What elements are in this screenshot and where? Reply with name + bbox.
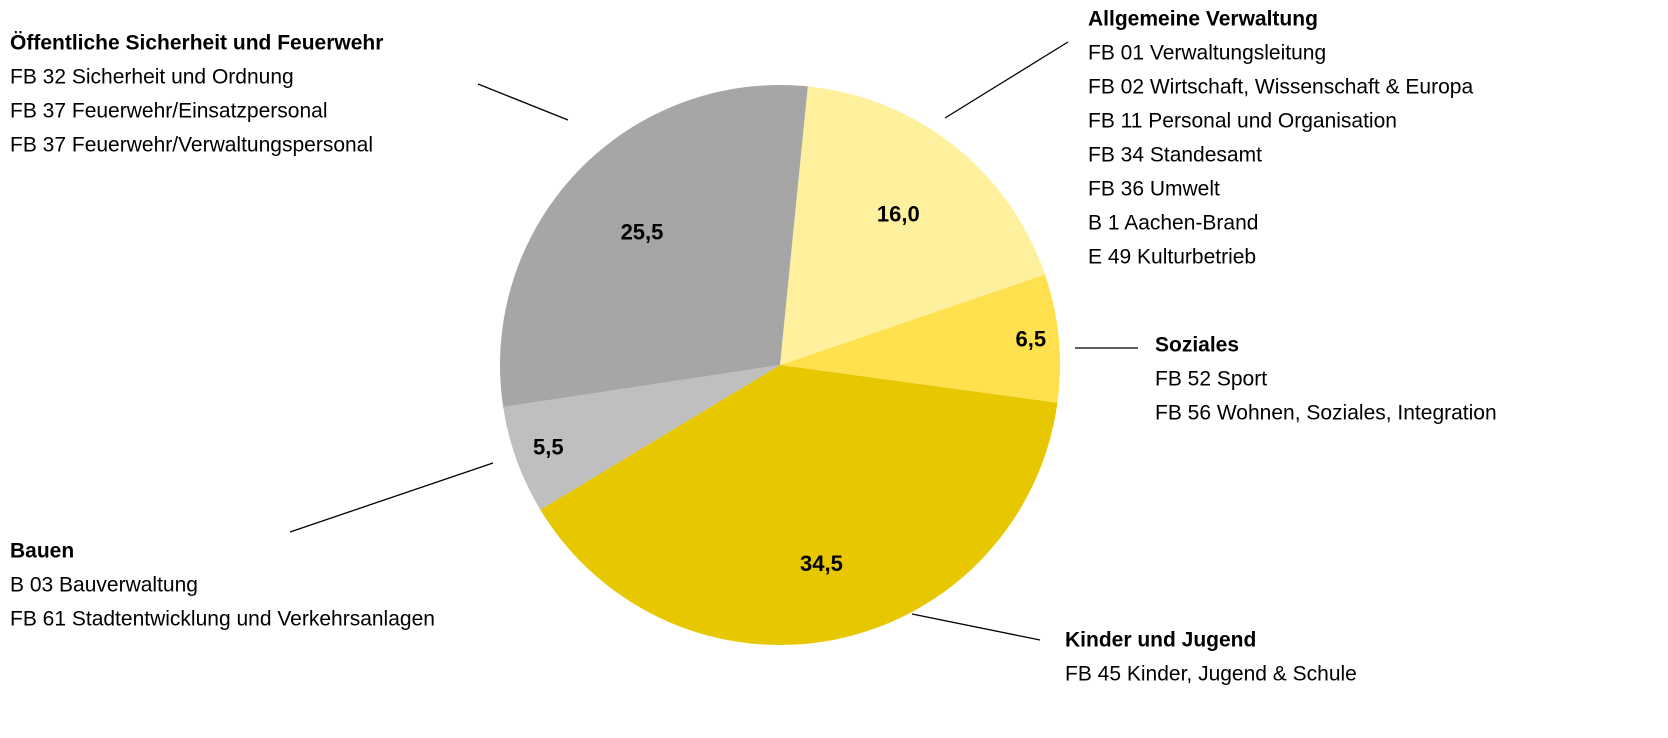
leader-line: [911, 613, 1041, 641]
leader-line: [289, 462, 494, 533]
category-label: Kinder und Jugend: [1065, 629, 1256, 652]
detail-label: FB 37 Feuerwehr/Verwaltungspersonal: [10, 134, 373, 157]
detail-label: FB 61 Stadtentwicklung und Verkehrsanlag…: [10, 608, 435, 631]
value-label: 5,5: [533, 435, 564, 460]
detail-label: FB 36 Umwelt: [1088, 178, 1220, 201]
detail-label: FB 32 Sicherheit und Ordnung: [10, 66, 294, 89]
detail-label: FB 11 Personal und Organisation: [1088, 110, 1397, 133]
detail-label: FB 52 Sport: [1155, 368, 1267, 391]
value-label: 25,5: [621, 220, 664, 245]
detail-label: FB 34 Standesamt: [1088, 144, 1262, 167]
value-label: 34,5: [800, 551, 843, 576]
leader-line: [477, 83, 569, 121]
detail-label: B 1 Aachen-Brand: [1088, 212, 1258, 235]
detail-label: FB 56 Wohnen, Soziales, Integration: [1155, 402, 1497, 425]
detail-label: E 49 Kulturbetrieb: [1088, 246, 1256, 269]
detail-label: FB 01 Verwaltungsleitung: [1088, 42, 1326, 65]
detail-label: FB 45 Kinder, Jugend & Schule: [1065, 663, 1357, 686]
category-label: Öffentliche Sicherheit und Feuerwehr: [10, 32, 383, 55]
category-label: Bauen: [10, 540, 74, 563]
value-label: 16,0: [877, 202, 920, 227]
pie-slice: [503, 365, 780, 510]
detail-label: FB 37 Feuerwehr/Einsatzpersonal: [10, 100, 328, 123]
pie-slice: [540, 365, 1058, 646]
detail-label: FB 02 Wirtschaft, Wissenschaft & Europa: [1088, 76, 1473, 99]
pie-slice: [500, 84, 808, 407]
value-label: 6,5: [1016, 326, 1047, 351]
leader-line: [944, 41, 1069, 119]
category-label: Allgemeine Verwaltung: [1088, 8, 1318, 31]
detail-label: B 03 Bauverwaltung: [10, 574, 198, 597]
pie-slice: [780, 274, 1060, 403]
pie-slice: [780, 86, 1045, 366]
category-label: Soziales: [1155, 334, 1239, 357]
